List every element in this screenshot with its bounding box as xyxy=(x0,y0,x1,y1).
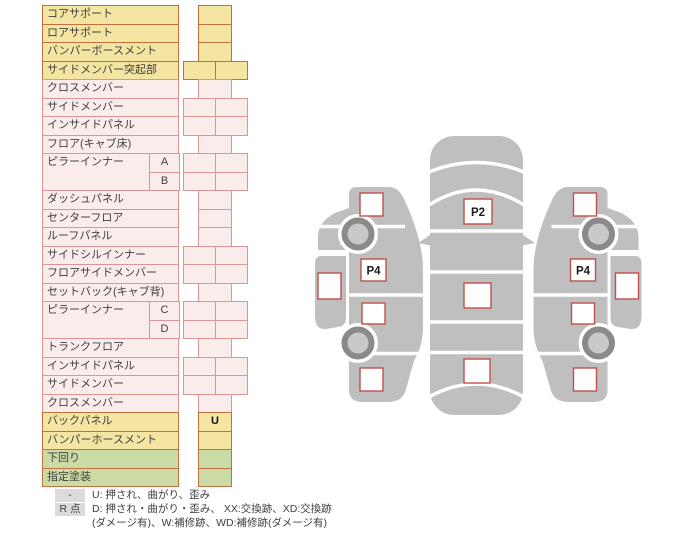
damage-code-right: P4 xyxy=(576,266,591,278)
row-label: バンパーホースメント xyxy=(42,431,179,450)
row-label: ピラーインナー xyxy=(42,153,150,191)
row-label: クロスメンバー xyxy=(42,79,179,99)
value-cell xyxy=(198,468,232,487)
car-side-view-left xyxy=(315,187,423,402)
row-label: インサイドパネル xyxy=(42,116,179,136)
legend-text-u: U: 押され、曲がり、歪み xyxy=(92,489,211,501)
row-label: サイドシルインナー xyxy=(42,246,179,265)
legend-text-d: D: 押され・曲がり・歪み、 XX:交換跡、XD:交換跡 xyxy=(92,503,332,515)
row-label: センターフロア xyxy=(42,209,179,228)
row-label: ピラーインナー xyxy=(42,301,150,339)
legend-text-d-cont: (ダメージ有)、W:補修跡、WD:補修跡(ダメージ有) xyxy=(92,517,327,529)
legend-line-1: - U: 押され、曲がり、歪み xyxy=(55,489,332,502)
car-side-view-right xyxy=(534,187,642,402)
damage-marker-box xyxy=(463,198,493,225)
damage-code-top: P2 xyxy=(471,207,485,219)
row-label: サイドメンバー突起部 xyxy=(42,61,179,80)
row-label: バンパーボースメント xyxy=(42,42,179,62)
legend-line-3: (ダメージ有)、W:補修跡、WD:補修跡(ダメージ有) xyxy=(55,517,332,530)
row-sublabel: A xyxy=(149,153,180,173)
row-label: フロア(キャブ床) xyxy=(42,135,179,154)
row-label: クロスメンバー xyxy=(42,394,179,413)
row-label: フロアサイドメンバー xyxy=(42,264,179,284)
legend: - U: 押され、曲がり、歪み R 点 D: 押され・曲がり・歪み、 XX:交換… xyxy=(55,489,332,531)
row-label: バックパネル xyxy=(42,412,179,432)
damage-marker-box xyxy=(463,358,491,384)
row-label: サイドメンバー xyxy=(42,98,179,117)
row-label: 下回り xyxy=(42,449,179,469)
legend-line-2: R 点 D: 押され・曲がり・歪み、 XX:交換跡、XD:交換跡 xyxy=(55,503,332,516)
row-sublabel: C xyxy=(149,301,180,321)
car-top-view xyxy=(418,136,535,415)
legend-badge-dash: - xyxy=(55,489,85,502)
legend-badge-rpoint: R 点 xyxy=(55,503,85,516)
damage-parts-table: コアサポート ロアサポート バンパーボースメント サイドメンバー突起部 クロスメンバーサ… xyxy=(42,5,250,489)
left-mirror-shape xyxy=(418,233,433,246)
legend-spacer xyxy=(55,517,85,530)
row-label: 指定塗装 xyxy=(42,468,179,487)
damage-marker-box xyxy=(463,282,492,309)
right-mirror-shape xyxy=(520,233,535,246)
damage-code-left: P4 xyxy=(366,266,381,278)
